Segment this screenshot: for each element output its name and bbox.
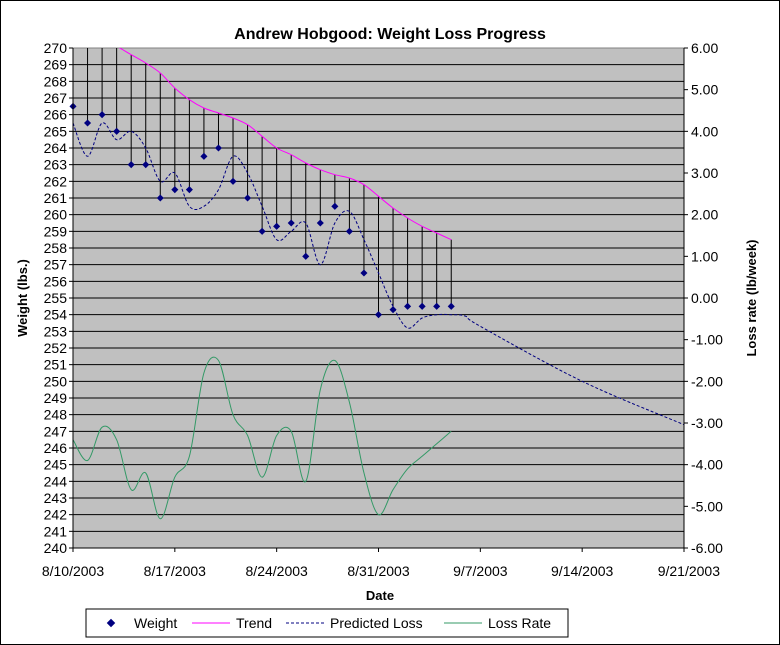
weight-point <box>171 186 179 194</box>
x-tick-label: 8/17/2003 <box>144 563 206 579</box>
weight-point <box>84 119 92 127</box>
weight-point <box>316 219 324 227</box>
legend-box <box>85 608 569 638</box>
x-tick-label: 9/21/2003 <box>658 563 720 579</box>
legend-loss-rate-label: Loss Rate <box>488 615 551 631</box>
y2-tick-label: -4.00 <box>691 457 723 473</box>
x-tick-label: 8/10/2003 <box>42 563 104 579</box>
y-tick-label: 246 <box>44 440 68 456</box>
weight-point <box>127 161 135 169</box>
y-tick-label: 249 <box>44 390 68 406</box>
y2-tick-label: 2.00 <box>691 207 718 223</box>
y2-tick-label: -5.00 <box>691 498 723 514</box>
weight-point <box>389 306 397 314</box>
y-tick-label: 255 <box>44 290 68 306</box>
y-tick-label: 254 <box>44 307 68 323</box>
loss-rate-line <box>73 356 452 520</box>
y-tick-label: 253 <box>44 323 68 339</box>
x-tick-label: 8/31/2003 <box>347 563 409 579</box>
y-tick-label: 257 <box>44 257 68 273</box>
y-tick-label: 263 <box>44 157 68 173</box>
legend-trend-label: Trend <box>236 615 272 631</box>
weight-point <box>185 186 193 194</box>
weight-point <box>214 144 223 152</box>
y-tick-label: 268 <box>44 73 68 89</box>
weight-point <box>418 302 426 310</box>
trend-line <box>118 48 452 241</box>
y-tick-label: 256 <box>44 273 68 289</box>
y-tick-label: 251 <box>44 357 68 373</box>
y2-tick-label: 6.00 <box>691 40 718 56</box>
gridlines <box>73 64 684 532</box>
y-axis-label: Weight (lbs.) <box>15 259 30 337</box>
weight-point <box>374 311 383 319</box>
series-lines <box>73 48 684 520</box>
legend-predicted-label: Predicted Loss <box>330 615 423 631</box>
y2-tick-label: 4.00 <box>691 123 718 139</box>
weight-point <box>200 152 208 160</box>
weight-point <box>331 202 339 210</box>
weight-point <box>273 222 281 230</box>
y-tick-label: 265 <box>44 123 68 139</box>
y-tick-label: 264 <box>44 140 68 156</box>
weight-point <box>258 227 266 235</box>
y-tick-label: 259 <box>44 223 68 239</box>
chart-title: Andrew Hobgood: Weight Loss Progress <box>234 26 546 43</box>
weight-point <box>98 111 106 119</box>
y2-tick-label: -3.00 <box>691 415 723 431</box>
predicted-loss-line <box>73 122 684 426</box>
y2-tick-label: 0.00 <box>691 290 718 306</box>
right-axis-tick-labels: -6.00 -5.00 -4.00 -3.00 -2.00 -1.00 0.00 1.00 2.… <box>691 40 723 556</box>
x-axis-tick-labels: 8/10/2003 8/17/2003 8/24/2003 8/31/2003 9/7/… <box>42 563 720 579</box>
x-axis-label: Date <box>366 588 394 603</box>
y-tick-label: 241 <box>44 523 68 539</box>
y-tick-label: 266 <box>44 107 68 123</box>
weight-point <box>287 219 295 227</box>
y-tick-label: 250 <box>44 373 68 389</box>
legend: Weight Trend Predicted Loss Loss Rate <box>85 608 569 638</box>
y-tick-label: 252 <box>44 340 68 356</box>
y-tick-label: 240 <box>44 540 68 556</box>
y2-axis-label: Loss rate (lb/week) <box>744 239 759 356</box>
weight-point <box>404 302 412 310</box>
weight-point <box>113 127 121 135</box>
weight-point <box>156 194 164 202</box>
y-tick-label: 267 <box>44 90 68 106</box>
legend-weight-label: Weight <box>134 615 177 631</box>
y2-tick-label: -2.00 <box>691 373 723 389</box>
weight-point <box>360 269 368 277</box>
y-tick-label: 261 <box>44 190 68 206</box>
y2-tick-label: -6.00 <box>691 540 723 556</box>
x-tick-label: 9/7/2003 <box>453 563 508 579</box>
y2-tick-label: 3.00 <box>691 165 718 181</box>
y-tick-label: 270 <box>44 40 68 56</box>
y-tick-label: 258 <box>44 240 68 256</box>
left-axis-tick-labels: 2402412422432442452462472482492502512522… <box>44 40 68 556</box>
y-tick-label: 242 <box>44 507 68 523</box>
x-tick-label: 9/14/2003 <box>551 563 613 579</box>
y2-tick-label: -1.00 <box>691 332 723 348</box>
axes <box>69 47 688 552</box>
x-tick-label: 8/24/2003 <box>246 563 308 579</box>
weight-point <box>244 194 252 202</box>
y-tick-label: 262 <box>44 173 68 189</box>
y-tick-label: 248 <box>44 407 68 423</box>
y2-tick-label: 1.00 <box>691 248 718 264</box>
weight-point <box>229 177 237 185</box>
y-tick-label: 260 <box>44 207 68 223</box>
weight-point <box>433 302 441 310</box>
y-tick-label: 245 <box>44 457 68 473</box>
y2-tick-label: 5.00 <box>691 82 718 98</box>
y-tick-label: 269 <box>44 57 68 73</box>
y-tick-label: 247 <box>44 423 68 439</box>
y-tick-label: 243 <box>44 490 68 506</box>
y-tick-label: 244 <box>44 473 68 489</box>
weight-point <box>447 302 455 310</box>
weight-point <box>142 161 150 169</box>
weight-point <box>345 227 353 235</box>
